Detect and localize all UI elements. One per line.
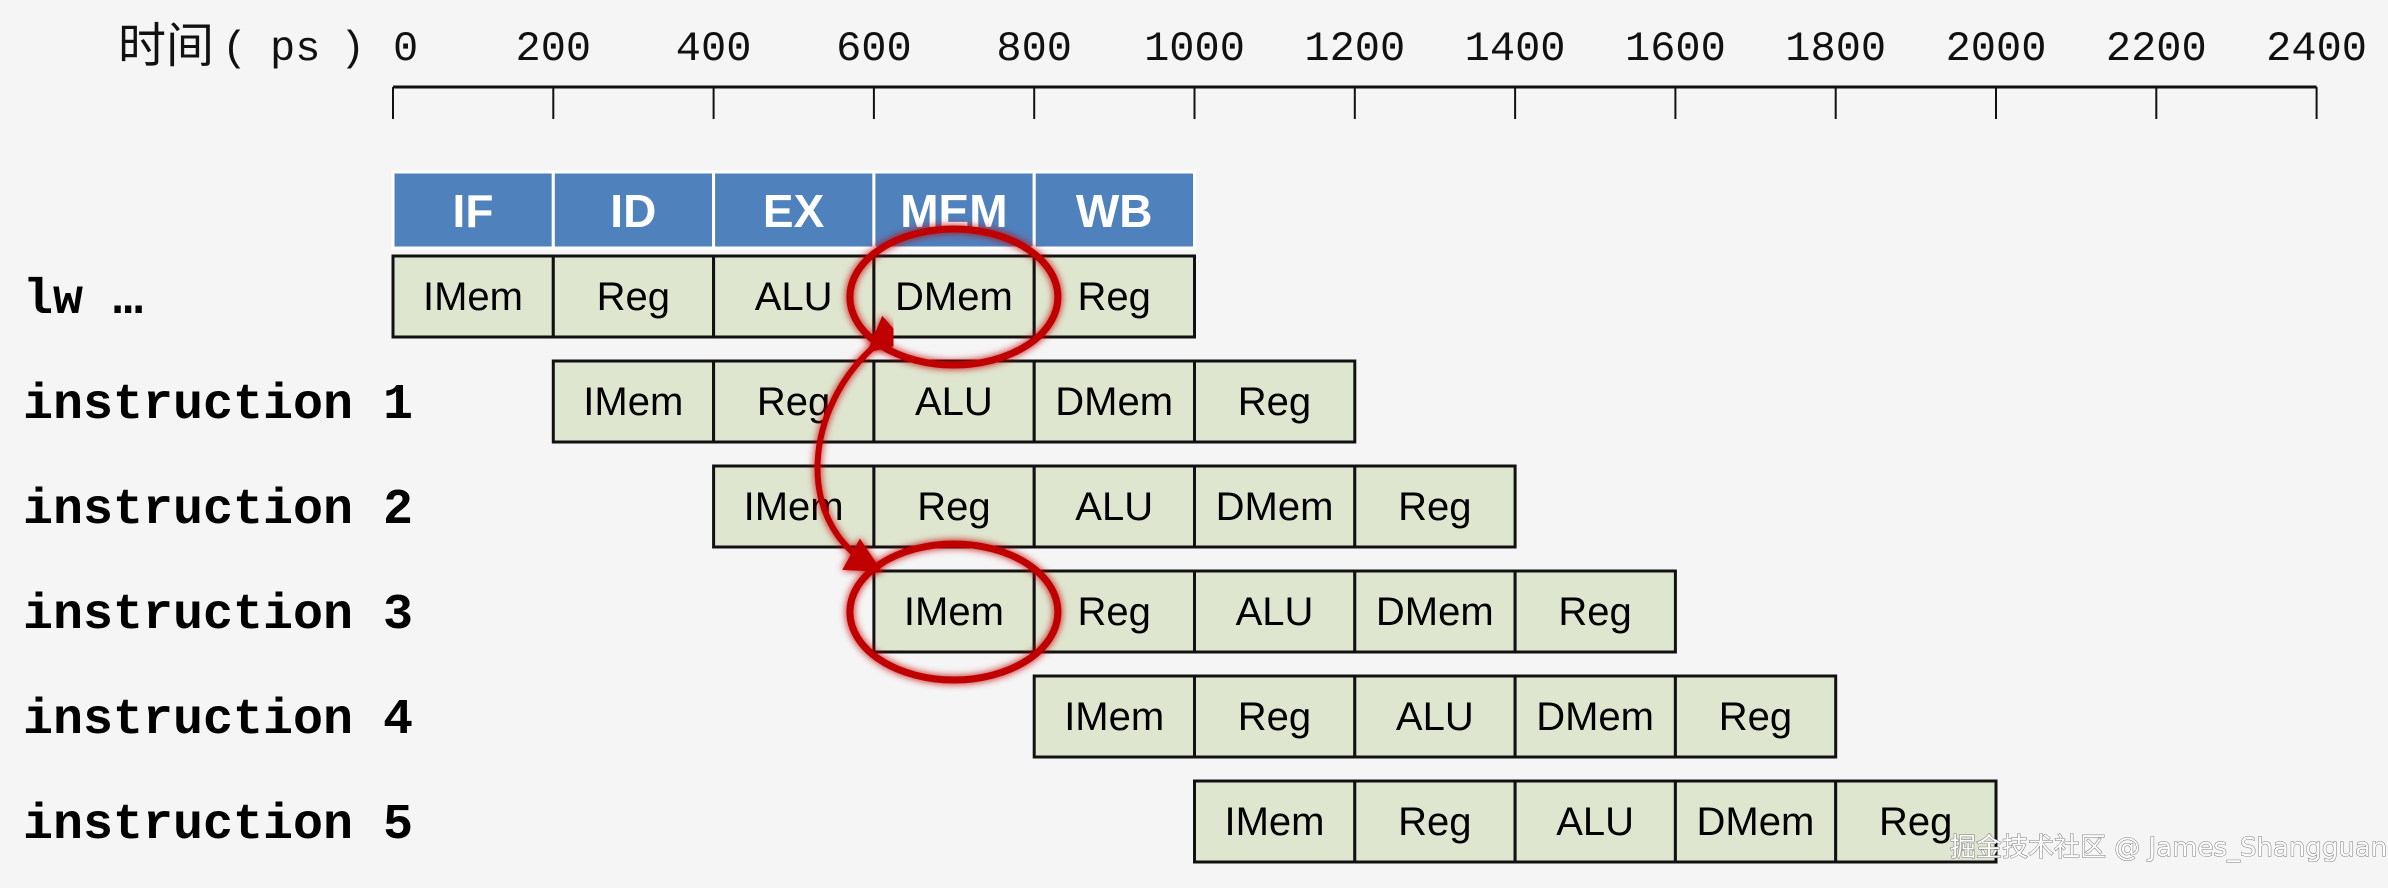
axis-title: 时间 (118, 18, 214, 74)
stage-cell-label: Reg (1558, 590, 1631, 634)
stage-cell-label: Reg (1078, 590, 1151, 634)
axis-tick-label: 1800 (1785, 25, 1886, 73)
stage-cell-label: ALU (1236, 590, 1314, 634)
stage-cell-label: DMem (1697, 800, 1815, 844)
instruction-label: instruction 1 (23, 377, 413, 434)
stage-cell-label: ALU (1396, 695, 1474, 739)
stage-cell-label: IMem (1225, 800, 1325, 844)
stage-cell-label: DMem (1216, 485, 1334, 529)
stage-cell-label: ALU (755, 275, 833, 319)
axis-unit-open: ( (222, 25, 247, 73)
stage-cell (1032, 674, 1196, 759)
stage-cell (872, 569, 1036, 654)
stage-cell (1032, 464, 1196, 549)
axis-unit-close: ) (340, 25, 365, 73)
instruction-label: lw … (23, 272, 143, 329)
stage-cell-label: IMem (583, 380, 683, 424)
axis-tick-label: 1000 (1144, 25, 1245, 73)
highlight-circle (846, 540, 1062, 684)
stage-cell-label: ALU (1556, 800, 1634, 844)
instruction-row: instruction 4 IMem Reg ALU DMem Reg (23, 674, 1838, 759)
stage-cell (1193, 464, 1357, 549)
instruction-row: instruction 3 IMem Reg ALU DMem Reg (23, 569, 1677, 654)
stage-cell-label: IMem (904, 590, 1004, 634)
stage-cell (1193, 779, 1357, 864)
axis-tick-label: 0 (393, 25, 418, 73)
dependency-arrow (814, 315, 906, 572)
hazard-highlight (814, 225, 1062, 684)
axis-tick-label: 2000 (1946, 25, 2047, 73)
stage-header: IF ID EX MEM WB (391, 170, 1196, 250)
stage-cell-label: Reg (757, 380, 830, 424)
stage-cell-label: Reg (1238, 380, 1311, 424)
instruction-row: lw … IMem Reg ALU DMem Reg (23, 254, 1196, 339)
stage-cell-label: Reg (1398, 485, 1471, 529)
stage-cell-label: Reg (597, 275, 670, 319)
stage-cell-label: Reg (1719, 695, 1792, 739)
stage-cell-label: DMem (1376, 590, 1494, 634)
stage-cell-label: DMem (1536, 695, 1654, 739)
stage-cell (1673, 779, 1838, 864)
stage-cell-label: DMem (1055, 380, 1173, 424)
axis-tick-label: 600 (836, 25, 912, 73)
stage-label: EX (763, 185, 825, 237)
axis-tick-label: 400 (676, 25, 752, 73)
stage-cell-label: Reg (917, 485, 990, 529)
stage-cell-label: DMem (895, 275, 1013, 319)
stage-cell (551, 359, 716, 444)
instruction-label: instruction 3 (23, 587, 413, 644)
stage-cell (1193, 359, 1357, 444)
instruction-label: instruction 4 (23, 692, 413, 749)
axis-tick-label: 800 (996, 25, 1072, 73)
axis-tick-label: 2200 (2106, 25, 2207, 73)
stage-label: ID (610, 185, 656, 237)
stage-cell (1513, 569, 1677, 654)
axis-tick-label: 1400 (1465, 25, 1566, 73)
instruction-rows: lw … IMem Reg ALU DMem Reg instruction 1 IMem Re… (23, 254, 1998, 864)
stage-cell-label: ALU (1075, 485, 1153, 529)
stage-cell (1513, 674, 1677, 759)
stage-cell (1353, 779, 1517, 864)
stage-cell (1193, 569, 1357, 654)
watermark: 掘金技术社区 @ James_Shangguan (1950, 833, 2387, 863)
instruction-row: instruction 1 IMem Reg ALU DMem Reg (23, 359, 1357, 444)
stage-cell-label: Reg (1078, 275, 1151, 319)
stage-label: IF (453, 185, 494, 237)
stage-label: WB (1076, 185, 1153, 237)
stage-cell (1193, 674, 1357, 759)
highlight-circle (846, 225, 1062, 369)
stage-cell (1353, 569, 1517, 654)
stage-cell-label: ALU (915, 380, 993, 424)
stage-cell-label: Reg (1879, 800, 1952, 844)
stage-cell (1353, 464, 1517, 549)
stage-cell (551, 254, 716, 339)
axis-tick-label: 1600 (1625, 25, 1726, 73)
stage-cell-label: Reg (1238, 695, 1311, 739)
stage-cell-label: Reg (1398, 800, 1471, 844)
axis-tick-label: 1200 (1304, 25, 1405, 73)
axis-tick-label: 200 (515, 25, 591, 73)
instruction-label: instruction 5 (23, 797, 413, 854)
axis-unit: ps (270, 25, 320, 73)
axis-tick-label: 2400 (2266, 25, 2367, 73)
time-axis: 0 200 400 600 800 1000 1200 1400 1600 1800 2000 220… (392, 25, 2367, 119)
stage-cell (1673, 674, 1838, 759)
instruction-row: instruction 2 IMem Reg ALU DMem Reg (23, 464, 1517, 549)
stage-cell (1834, 779, 1998, 864)
stage-cell-label: IMem (423, 275, 523, 319)
instruction-row: instruction 5 IMem Reg ALU DMem Reg (23, 779, 1998, 864)
stage-cell-label: IMem (1064, 695, 1164, 739)
instruction-label: instruction 2 (23, 482, 413, 539)
stage-header-cell (1032, 170, 1196, 250)
